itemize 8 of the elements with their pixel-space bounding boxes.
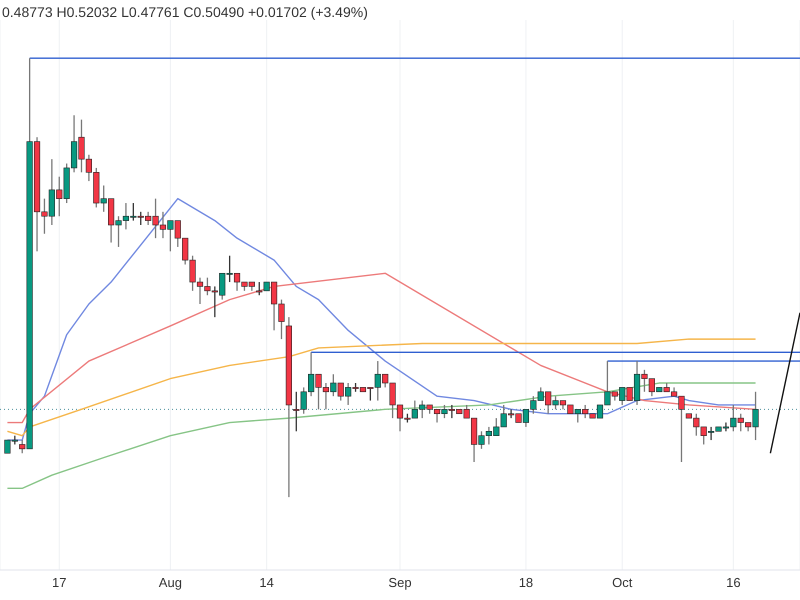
x-tick-label: Oct	[612, 575, 633, 590]
x-tick-label: 16	[726, 575, 741, 590]
x-tick-label: 14	[259, 575, 274, 590]
x-tick-label: 17	[52, 575, 66, 590]
x-tick-label: Sep	[388, 575, 412, 590]
text: 0.48773 H0.52032 L0.47761 C0.50490 +0.01702 (+3.49%)	[2, 4, 368, 20]
x-tick-label: Aug	[158, 575, 182, 590]
x-tick-label: 18	[518, 575, 534, 590]
